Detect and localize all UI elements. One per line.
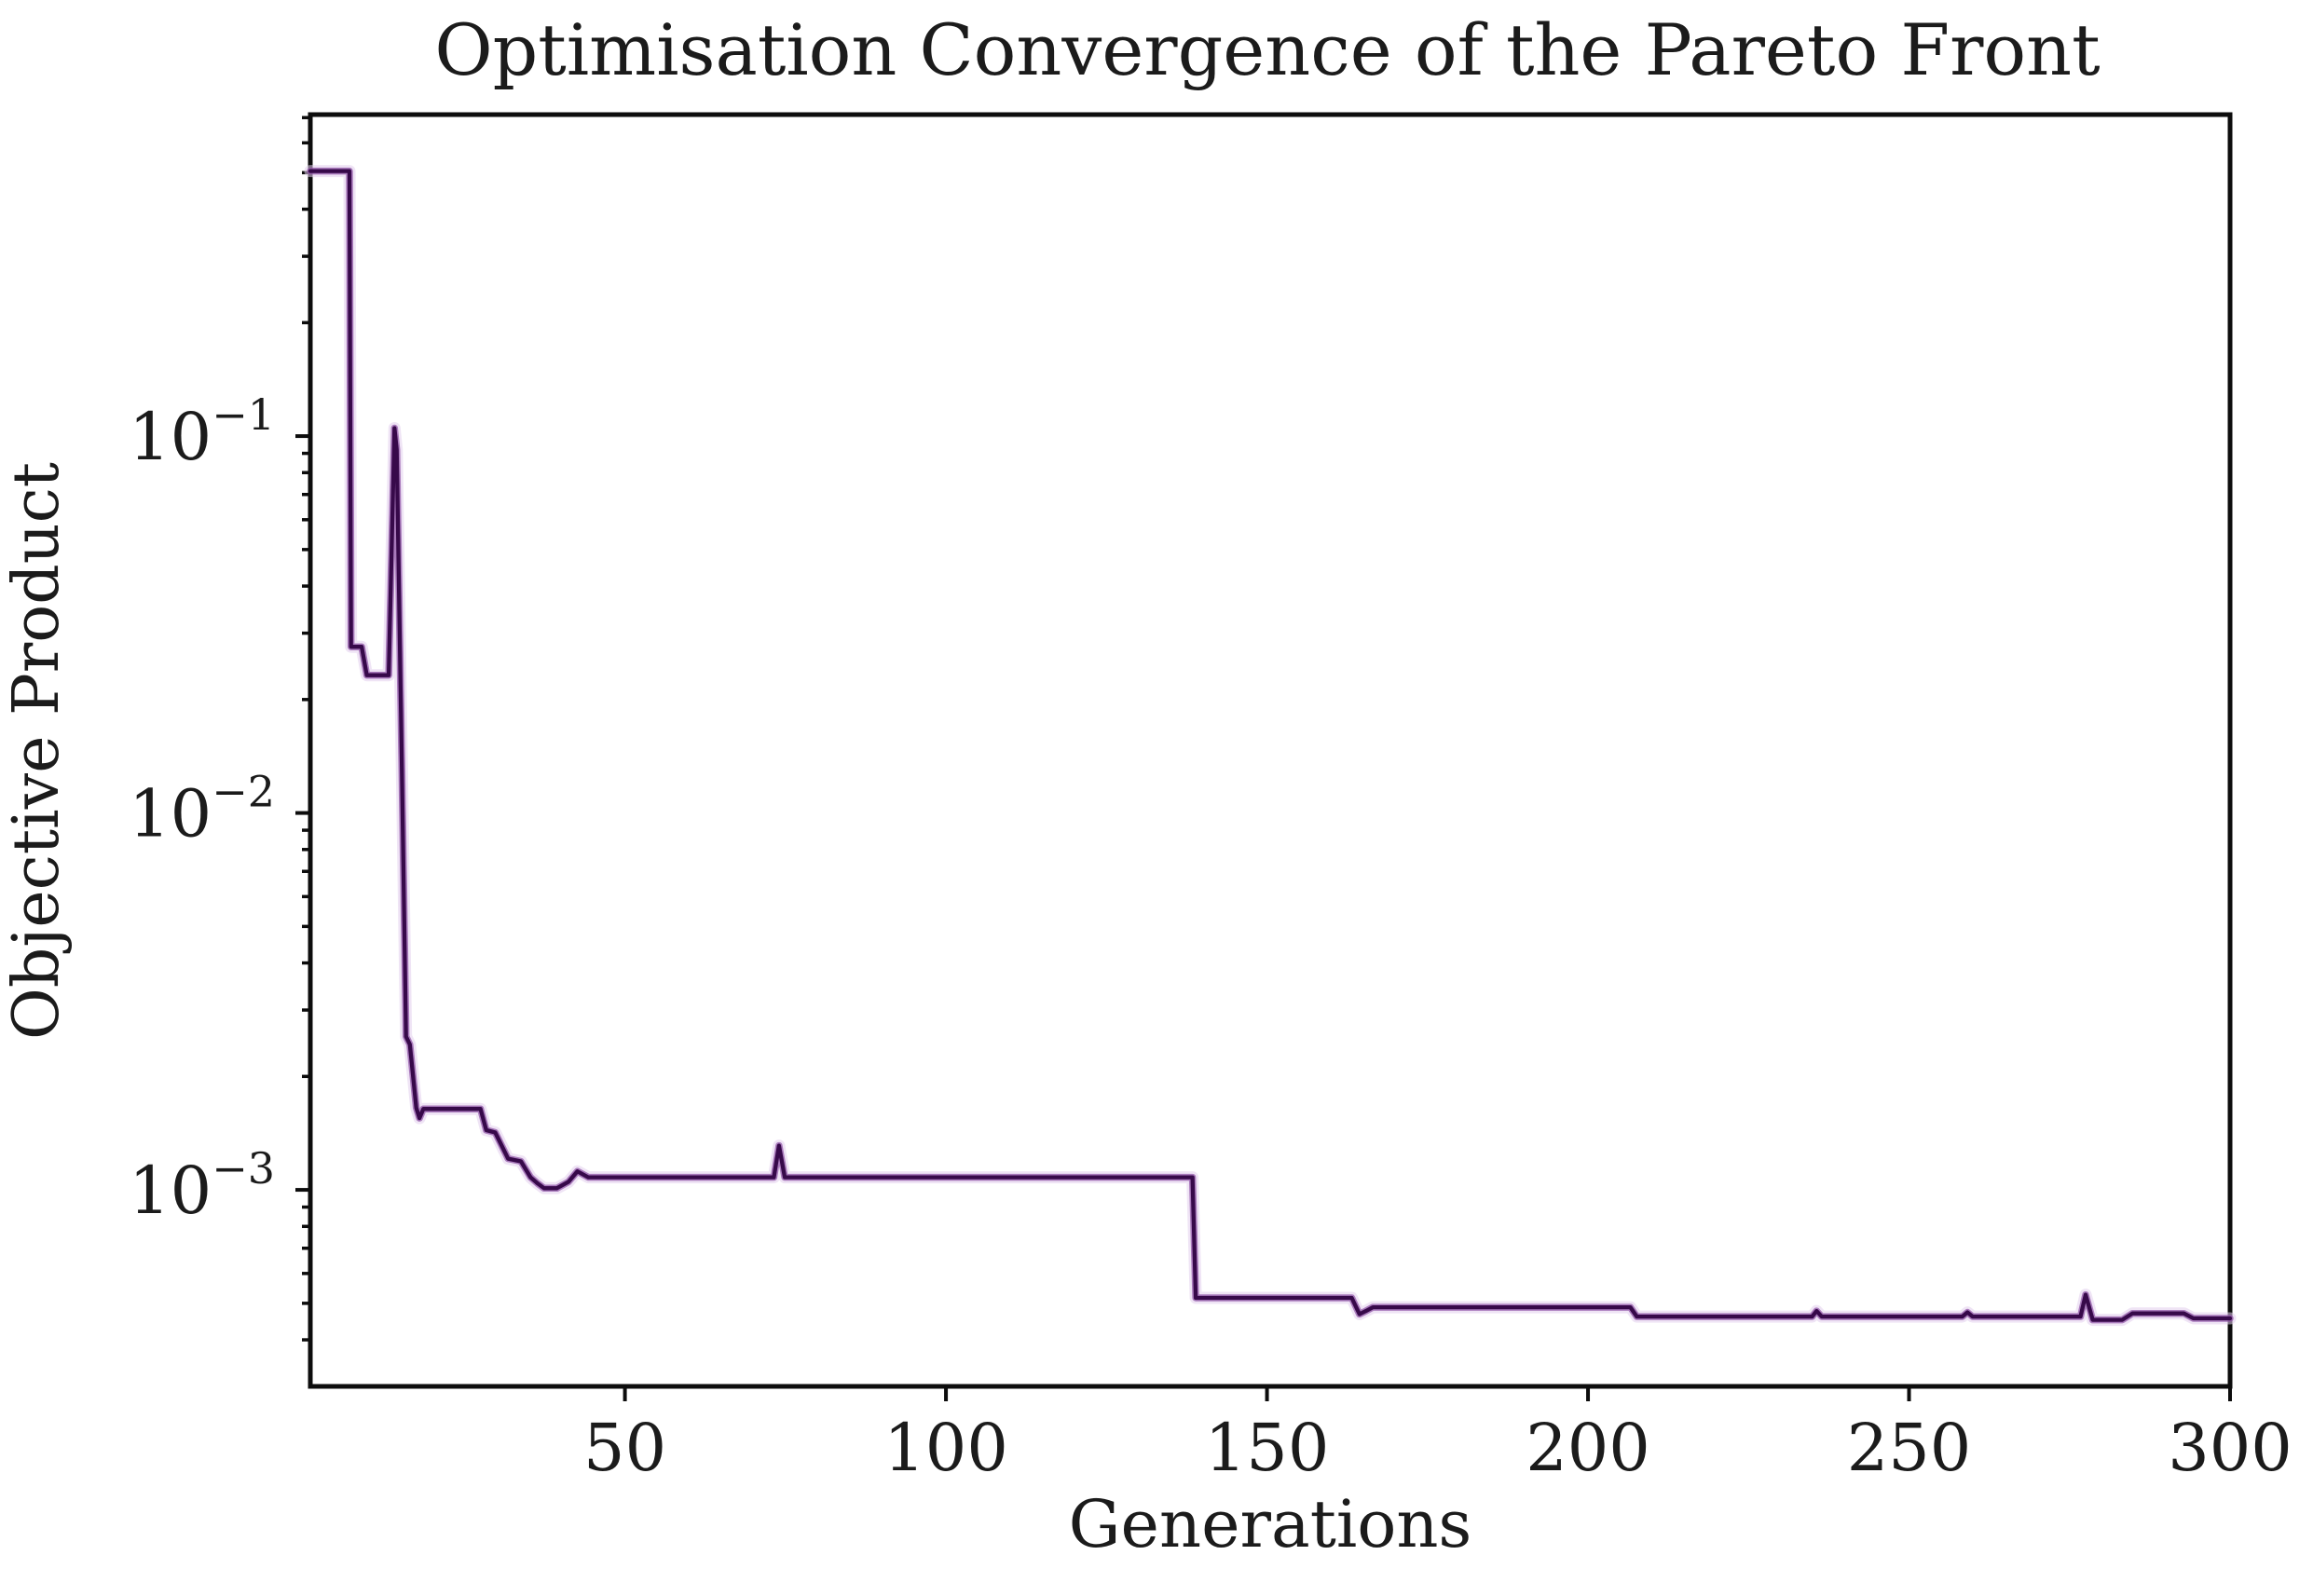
y-tick-exponent: −3 — [212, 1143, 275, 1194]
series-line-halo — [304, 165, 2237, 1327]
x-tick-label: 200 — [1526, 1410, 1650, 1486]
y-axis-label: Objective Product — [0, 462, 74, 1040]
y-tick-exponent: −1 — [212, 389, 275, 440]
y-tick-label: 10−3 — [129, 1143, 275, 1229]
y-tick-exponent: −2 — [212, 767, 275, 817]
y-tick-label: 10−2 — [129, 767, 275, 853]
series-line-core — [308, 169, 2233, 1322]
x-tick-label: 150 — [1205, 1410, 1330, 1486]
x-tick-label: 300 — [2168, 1410, 2292, 1486]
series-line-mid — [307, 167, 2234, 1324]
chart-title: Optimisation Convergence of the Pareto F… — [434, 8, 2100, 91]
axes-spines — [308, 112, 2233, 1389]
x-tick-label: 100 — [883, 1410, 1008, 1486]
plot-area: 50 100 150 200 250 300 10−1 10−2 10−3 — [129, 112, 2292, 1486]
y-tick-label: 10−1 — [129, 389, 275, 475]
x-tick-label: 50 — [583, 1410, 666, 1486]
x-tick-label: 250 — [1847, 1410, 1972, 1486]
x-axis-label: Generations — [1069, 1486, 1472, 1562]
